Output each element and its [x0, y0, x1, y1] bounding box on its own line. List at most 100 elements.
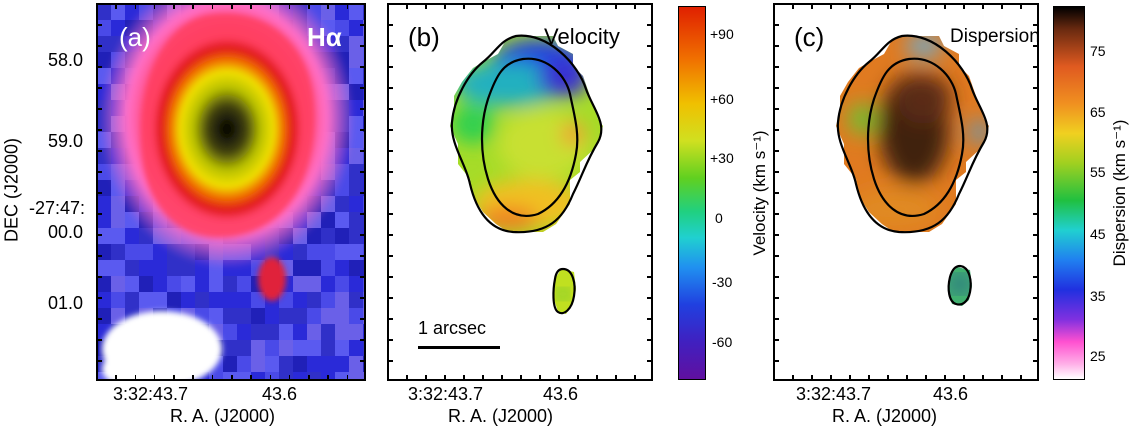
noise-pixel: [97, 308, 111, 324]
tick-mark: [773, 129, 779, 131]
noise-pixel: [349, 292, 363, 308]
noise-pixel: [265, 308, 279, 324]
noise-pixel: [265, 324, 279, 340]
noise-pixel: [97, 292, 111, 308]
noise-pixel: [349, 148, 363, 164]
noise-pixel: [223, 308, 237, 324]
noise-pixel: [97, 52, 111, 68]
tick-mark: [96, 318, 102, 320]
tick-mark: [887, 375, 889, 381]
dispersion-field: [836, 36, 989, 232]
tick-mark: [250, 3, 252, 9]
tick-mark: [153, 3, 156, 9]
tick-mark: [192, 3, 194, 9]
noise-pixel: [279, 340, 293, 356]
noise-pixel: [97, 212, 111, 228]
tick-mark: [773, 213, 779, 215]
tick-mark: [849, 3, 851, 9]
noise-pixel: [349, 68, 363, 84]
disp-tick-6: 25: [1090, 348, 1106, 364]
noise-pixel: [111, 4, 125, 20]
noise-pixel: [237, 276, 251, 292]
y-tick-58: 58.0: [48, 50, 84, 70]
noise-pixel: [111, 20, 125, 36]
tick-mark: [773, 87, 779, 89]
tick-mark: [308, 3, 310, 9]
tick-mark: [134, 375, 137, 381]
tick-mark: [360, 66, 366, 68]
panel-a-label: (a): [119, 22, 151, 52]
scale-bar: [418, 346, 500, 349]
tick-mark: [1001, 3, 1003, 9]
x-axis-label-c: R. A. (J2000): [832, 406, 938, 426]
tick-mark: [360, 24, 366, 26]
tick-mark: [647, 45, 653, 47]
noise-pixel: [293, 324, 307, 340]
tick-mark: [647, 66, 653, 68]
noise-pixel: [349, 244, 363, 260]
noise-pixel: [363, 260, 365, 276]
tick-mark: [288, 3, 291, 9]
noise-pixel: [293, 260, 307, 276]
tick-mark: [1033, 339, 1039, 341]
noise-pixel: [321, 260, 335, 276]
tick-mark: [425, 3, 427, 9]
noise-pixel: [363, 4, 365, 20]
noise-pixel: [349, 356, 363, 372]
noise-pixel: [307, 260, 321, 276]
tick-mark: [647, 129, 653, 131]
tick-mark: [387, 339, 393, 341]
noise-pixel: [97, 4, 111, 20]
tick-mark: [830, 375, 832, 381]
x-tick-b-2: 43.6: [543, 384, 579, 404]
tick-mark: [387, 108, 393, 110]
tick-mark: [773, 318, 779, 320]
tick-mark: [773, 339, 779, 341]
tick-mark: [792, 3, 794, 9]
noise-pixel: [125, 260, 139, 276]
tick-mark: [558, 3, 560, 9]
noise-pixel: [125, 244, 139, 260]
noise-pixel: [335, 228, 349, 244]
noise-pixel: [349, 196, 363, 212]
noise-pixel: [363, 36, 365, 52]
x-axis-label-a: R. A. (J2000): [170, 406, 276, 426]
noise-pixel: [279, 324, 293, 340]
tick-mark: [634, 375, 636, 381]
noise-pixel: [139, 260, 153, 276]
noise-pixel: [111, 292, 125, 308]
noise-pixel: [279, 292, 293, 308]
tick-mark: [96, 192, 102, 194]
x-tick-c-1: 3:32:43.7: [796, 384, 872, 404]
x-tick-a-1: 3:32:43.7: [113, 384, 189, 404]
noise-pixel: [363, 276, 365, 292]
noise-pixel: [293, 308, 307, 324]
noise-pixel: [293, 356, 307, 372]
noise-pixel: [97, 372, 111, 380]
noise-pixel: [321, 308, 335, 324]
tick-mark: [647, 213, 653, 215]
tick-mark: [96, 24, 102, 26]
noise-pixel: [307, 340, 321, 356]
tick-mark: [96, 360, 102, 362]
tick-mark: [1033, 318, 1039, 320]
tick-mark: [96, 297, 102, 299]
tick-mark: [615, 375, 617, 381]
noise-pixel: [293, 372, 307, 380]
tick-mark: [96, 255, 102, 257]
noise-pixel: [335, 324, 349, 340]
tick-mark: [1001, 375, 1003, 381]
velocity-title: Velocity: [544, 24, 620, 49]
noise-pixel: [349, 308, 363, 324]
y-tick-2747: -27:47:: [29, 198, 86, 218]
noise-pixel: [335, 372, 349, 380]
noise-pixel: [251, 340, 265, 356]
noise-pixel: [111, 308, 125, 324]
tick-mark: [444, 3, 446, 9]
tick-mark: [634, 3, 636, 9]
noise-pixel: [321, 340, 335, 356]
noise-pixel: [223, 292, 237, 308]
noise-pixel: [111, 212, 125, 228]
noise-pixel: [153, 292, 167, 308]
tick-mark: [288, 375, 291, 381]
